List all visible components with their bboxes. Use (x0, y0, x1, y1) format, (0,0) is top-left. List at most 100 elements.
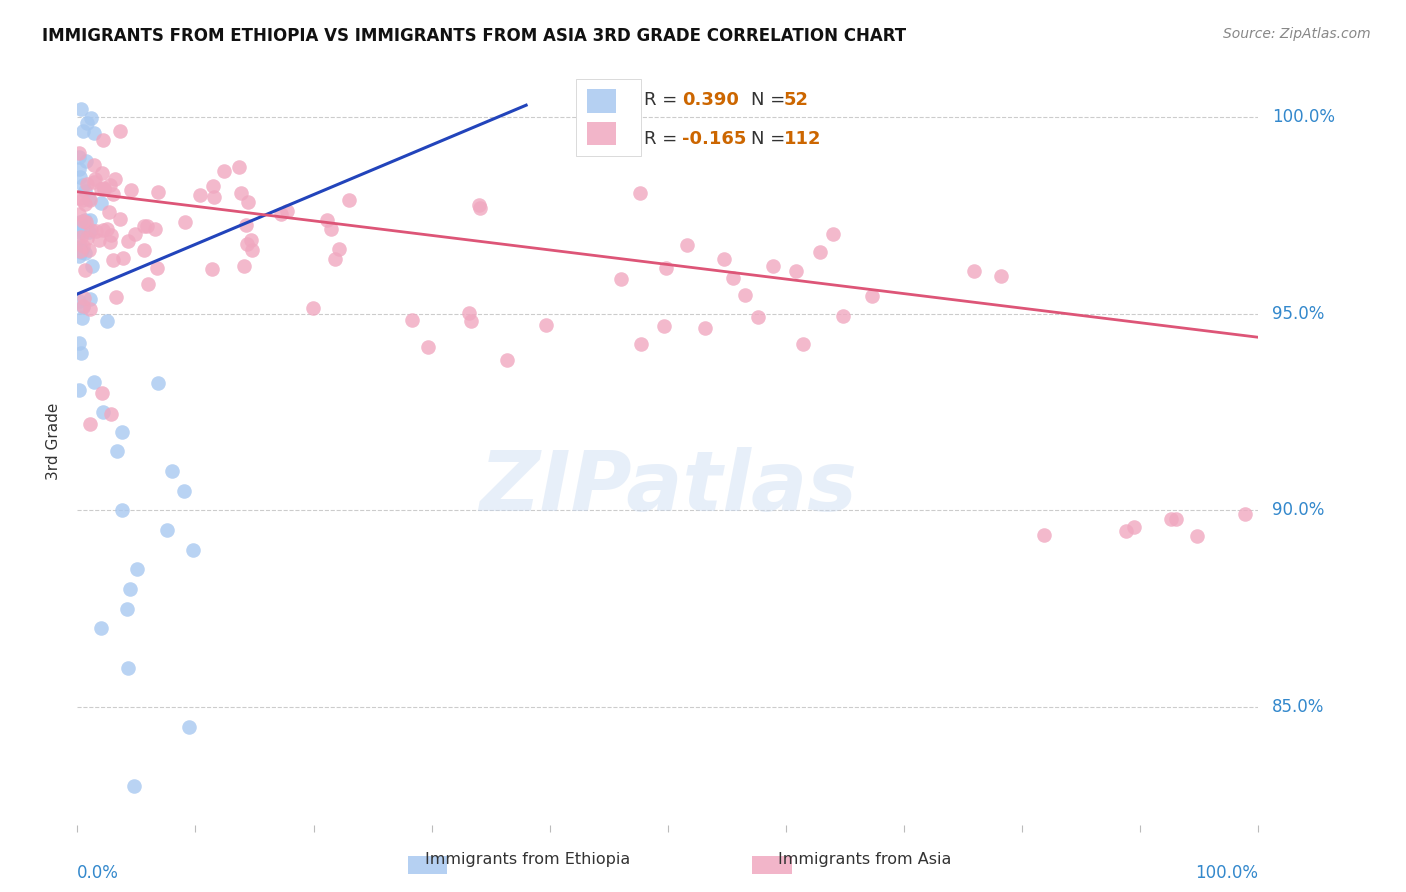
Text: Immigrants from Asia: Immigrants from Asia (778, 852, 952, 867)
Point (143, 222, 166, 236)
Point (69, 244, 91, 259)
Point (328, 242, 350, 256)
Point (67, 249, 90, 263)
Point (240, 244, 263, 258)
Point (190, 188, 212, 202)
Point (69, 214, 91, 228)
Point (202, 190, 225, 204)
Point (67, 161, 90, 176)
Point (675, 237, 697, 252)
Point (174, 215, 197, 229)
Point (87, 233, 110, 247)
Point (104, 172, 127, 186)
Point (832, 310, 855, 324)
Point (104, 290, 127, 304)
Point (76, 178, 98, 192)
Point (77, 193, 100, 207)
Point (120, 582, 142, 596)
Point (67, 150, 90, 164)
Point (146, 185, 169, 199)
Text: 85.0%: 85.0% (1272, 698, 1324, 716)
Point (100, 407, 122, 421)
Point (201, 262, 224, 277)
Text: Immigrants from Ethiopia: Immigrants from Ethiopia (425, 852, 630, 867)
Point (655, 260, 678, 275)
Point (721, 270, 744, 285)
Point (98, 178, 121, 193)
Point (69, 169, 91, 184)
Point (136, 219, 159, 234)
Point (90, 195, 112, 210)
Point (792, 336, 814, 351)
Point (134, 219, 156, 234)
Point (96, 314, 118, 328)
Point (136, 277, 159, 291)
Point (416, 340, 439, 354)
Point (610, 272, 633, 286)
Text: N =: N = (751, 129, 790, 147)
Point (67, 384, 90, 398)
Point (122, 779, 145, 793)
Text: 90.0%: 90.0% (1272, 501, 1324, 519)
Point (80, 259, 103, 273)
Bar (752, 856, 792, 874)
Point (201, 178, 224, 193)
Point (84, 224, 107, 238)
Point (67, 336, 90, 351)
Point (990, 268, 1012, 283)
Point (77, 244, 100, 258)
Bar (408, 856, 447, 874)
Point (111, 251, 134, 265)
Point (72, 299, 94, 313)
Point (117, 661, 139, 675)
Point (630, 336, 652, 351)
Point (67, 225, 90, 239)
Point (76, 215, 98, 229)
Point (1160, 512, 1182, 526)
Point (821, 227, 844, 241)
Point (785, 264, 807, 278)
Point (69, 103, 91, 117)
Point (79, 193, 101, 207)
Point (1115, 524, 1137, 539)
Point (963, 264, 986, 278)
Point (72, 239, 94, 253)
Point (90, 621, 112, 635)
Point (1122, 520, 1144, 534)
Point (110, 212, 132, 227)
Point (460, 313, 482, 327)
Point (93, 223, 115, 237)
Point (96, 222, 118, 236)
Point (72, 214, 94, 228)
Point (323, 252, 346, 266)
Point (534, 318, 557, 332)
Point (316, 213, 339, 227)
Point (468, 201, 491, 215)
Point (67, 218, 90, 232)
Point (496, 353, 519, 368)
Point (69, 191, 91, 205)
Point (156, 523, 179, 537)
Point (110, 123, 132, 137)
Point (90, 385, 112, 400)
Point (115, 601, 138, 615)
Point (97, 204, 120, 219)
Point (91, 405, 114, 419)
Point (276, 204, 298, 219)
Text: 95.0%: 95.0% (1272, 305, 1324, 323)
Point (162, 464, 184, 478)
Point (105, 444, 128, 458)
Point (67, 241, 90, 255)
Point (120, 183, 142, 197)
Point (83, 175, 105, 189)
Point (69, 346, 91, 360)
Point (233, 259, 256, 273)
Point (83, 375, 105, 389)
Point (73, 184, 96, 198)
Point (319, 222, 342, 236)
Legend: , : , (576, 78, 641, 155)
Point (177, 720, 200, 734)
Point (79, 111, 101, 125)
Point (75, 154, 97, 169)
Point (228, 160, 250, 174)
